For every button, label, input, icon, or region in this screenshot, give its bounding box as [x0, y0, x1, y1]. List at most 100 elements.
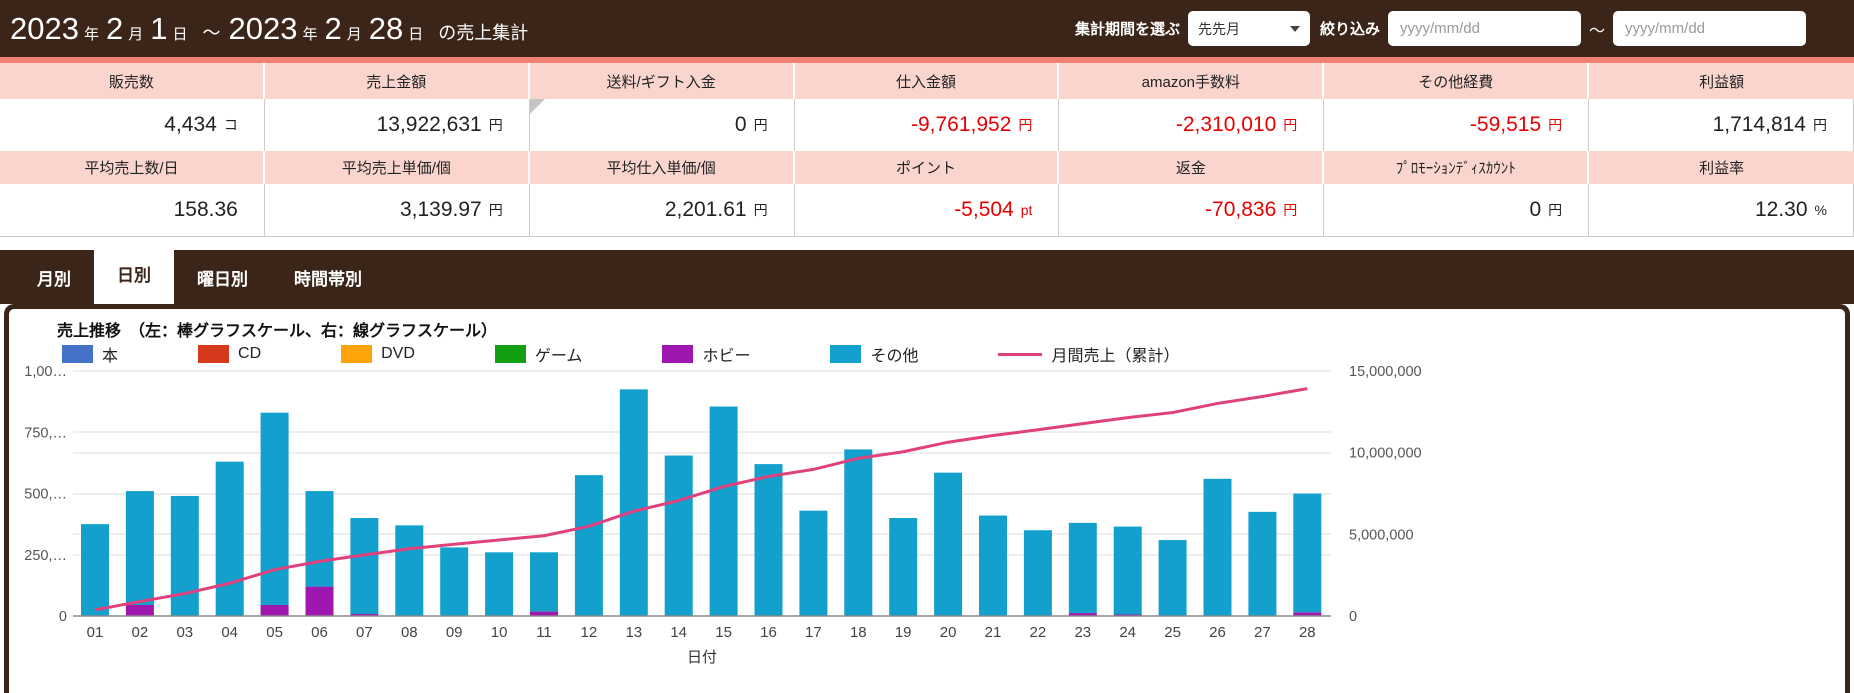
bar-day-01[interactable] [81, 524, 109, 616]
bar-day-06[interactable] [305, 491, 334, 587]
bar-day-15[interactable] [709, 406, 738, 616]
bar-day-22[interactable] [1023, 530, 1052, 616]
bar-day-19[interactable] [889, 518, 918, 616]
summary-header-cell: 返金 [1059, 151, 1325, 184]
bar-day-11[interactable] [530, 611, 558, 616]
legend-item-book[interactable]: 本 [62, 342, 118, 366]
legend-item-hobby[interactable]: ホビー [662, 342, 750, 366]
bar-day-02[interactable] [125, 604, 154, 616]
x-tick-label: 17 [805, 624, 822, 641]
summary-header-cell: 平均売上数/日 [0, 151, 265, 184]
bar-day-12[interactable] [574, 475, 603, 616]
legend-item-other[interactable]: その他 [830, 342, 918, 366]
x-tick-label: 28 [1299, 624, 1316, 641]
summary-value-number: -2,310,010 [1175, 113, 1277, 136]
bar-day-14[interactable] [664, 455, 693, 616]
summary-value-number: 0 [734, 113, 747, 136]
bar-day-09[interactable] [440, 547, 469, 616]
bar-day-23[interactable] [1068, 613, 1097, 616]
bar-day-21[interactable] [979, 515, 1007, 616]
date-to-input[interactable] [1613, 11, 1806, 46]
x-tick-label: 06 [311, 624, 328, 641]
summary-value-unit: 円 [488, 117, 503, 133]
summary-value-number: 2,201.61 [664, 198, 747, 221]
x-tick-label: 01 [87, 624, 104, 641]
right-axis-tick-label: 5,000,000 [1349, 527, 1414, 543]
summary-value-number: 13,922,631 [376, 113, 482, 136]
legend-item-dvd[interactable]: DVD [341, 345, 415, 363]
title-part: 月 [346, 25, 362, 43]
legend-item-total-line[interactable]: 月間売上（累計） [998, 342, 1179, 366]
bar-day-04[interactable] [215, 461, 244, 616]
summary-value-unit: コ [223, 117, 238, 133]
summary-table: 販売数 売上金額 送料/ギフト入金 仕入金額 amazon手数料 その他経費 利益額 4,43… [0, 63, 1854, 237]
x-tick-label: 03 [176, 624, 193, 641]
x-tick-label: 16 [760, 624, 777, 641]
summary-value-number: -5,504 [954, 198, 1014, 221]
tab-weekday[interactable]: 曜日別 [197, 269, 248, 289]
x-tick-label: 13 [625, 624, 642, 641]
summary-value-number: 0 [1529, 198, 1542, 221]
cumulative-sales-line[interactable] [94, 387, 1308, 612]
summary-value-number: -59,515 [1469, 113, 1542, 136]
x-tick-label: 10 [491, 624, 508, 641]
summary-value-number: -70,836 [1205, 198, 1277, 221]
x-axis-title: 日付 [687, 649, 717, 666]
bar-day-05[interactable] [260, 604, 289, 616]
bar-day-25[interactable] [1158, 540, 1187, 616]
bar-day-08[interactable] [395, 525, 424, 616]
bar-day-13[interactable] [619, 389, 648, 616]
bar-day-24[interactable] [1113, 526, 1142, 615]
tab-monthly[interactable]: 月別 [37, 269, 71, 289]
legend-label: CD [238, 345, 262, 362]
bar-day-06[interactable] [305, 586, 334, 616]
title-part: 2 [105, 10, 124, 46]
bar-day-05[interactable] [260, 412, 289, 605]
legend-label: 本 [102, 348, 119, 365]
bar-day-07[interactable] [350, 518, 379, 615]
title-part: 年 [302, 25, 318, 43]
bar-day-27[interactable] [1248, 511, 1277, 616]
period-select[interactable]: 先先月 [1187, 11, 1310, 46]
bar-day-03[interactable] [170, 495, 199, 616]
summary-value-cell: -59,515 円 [1324, 99, 1590, 151]
title-part: の売上集計 [438, 22, 529, 43]
bar-day-11[interactable] [530, 552, 558, 612]
bar-day-10[interactable] [485, 552, 514, 616]
bar-day-18[interactable] [844, 449, 873, 616]
summary-value-number: 1,714,814 [1712, 113, 1806, 136]
tab-hourly[interactable]: 時間帯別 [294, 269, 362, 289]
summary-value-cell: 1,714,814 円 [1589, 99, 1854, 151]
legend-item-cd[interactable]: CD [198, 345, 261, 363]
left-axis-tick-label: 1,00… [24, 364, 67, 380]
bar-day-26[interactable] [1203, 478, 1232, 616]
bar-day-20[interactable] [934, 472, 963, 616]
bar-day-17[interactable] [799, 510, 828, 616]
bar-day-23[interactable] [1068, 522, 1097, 614]
bar-day-28[interactable] [1293, 493, 1322, 613]
summary-value-number: 12.30 [1754, 198, 1808, 221]
x-tick-label: 18 [850, 624, 867, 641]
date-from-input[interactable] [1387, 11, 1581, 46]
summary-header-cell: ﾌﾟﾛﾓｰｼｮﾝﾃﾞｨｽｶｳﾝﾄ [1324, 151, 1590, 184]
filter-label: 絞り込み [1319, 21, 1380, 38]
summary-value-unit: 円 [1548, 202, 1563, 218]
summary-value-cell: 13,922,631 円 [264, 99, 530, 151]
title-part: 日 [408, 25, 424, 43]
right-axis-tick-label: 0 [1349, 609, 1357, 625]
summary-value-unit: 円 [1018, 117, 1033, 133]
bar-day-28[interactable] [1293, 612, 1322, 616]
summary-header-cell: 売上金額 [264, 63, 530, 99]
legend-item-game[interactable]: ゲーム [494, 342, 582, 366]
tab-daily[interactable]: 日別 [94, 243, 174, 304]
bar-day-02[interactable] [125, 491, 154, 605]
bar-day-16[interactable] [754, 464, 783, 616]
chevron-down-icon [1289, 25, 1300, 32]
summary-value-unit: 円 [1283, 202, 1298, 218]
summary-header-cell: 販売数 [0, 63, 265, 99]
summary-header-cell: amazon手数料 [1059, 63, 1325, 99]
bar-day-07[interactable] [350, 614, 379, 616]
summary-header-cell: 平均売上単価/個 [264, 151, 530, 184]
summary-header-cell: 送料/ギフト入金 [529, 63, 795, 99]
